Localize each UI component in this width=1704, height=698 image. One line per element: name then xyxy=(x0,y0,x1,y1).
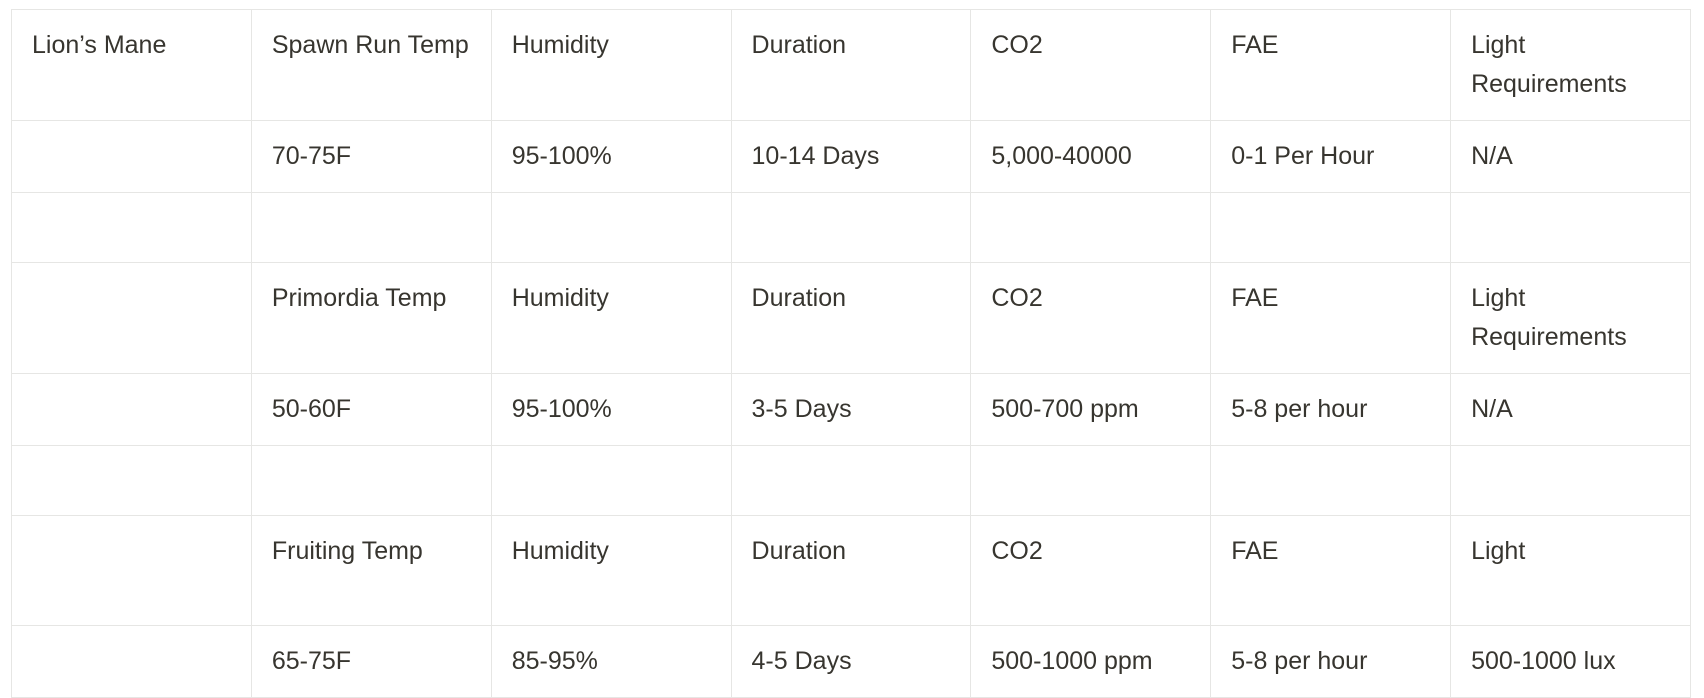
table-row: 50-60F 95-100% 3-5 Days 500-700 ppm 5-8 per … xyxy=(11,373,1691,446)
table-cell: N/A xyxy=(1450,373,1691,446)
table-cell: Light Requirements xyxy=(1450,9,1691,121)
table-cell: CO2 xyxy=(970,262,1212,374)
table-cell xyxy=(1210,192,1452,263)
table-row: 70-75F 95-100% 10-14 Days 5,000-40000 0-1 Pe… xyxy=(11,120,1691,193)
table-cell: Fruiting Temp xyxy=(250,515,492,626)
table-cell: CO2 xyxy=(970,9,1212,121)
table-cell xyxy=(970,445,1212,516)
table-cell xyxy=(250,192,492,263)
table-cell: 95-100% xyxy=(490,373,732,446)
table-cell: CO2 xyxy=(970,515,1212,626)
table-cell xyxy=(11,373,252,446)
table-cell: Humidity xyxy=(490,515,732,626)
table-cell: FAE xyxy=(1210,262,1452,374)
table-cell: Light xyxy=(1450,515,1691,626)
table-cell: N/A xyxy=(1450,120,1691,193)
table-cell xyxy=(250,445,492,516)
table-row: Fruiting Temp Humidity Duration CO2 FAE Light xyxy=(11,515,1691,626)
table-cell: Lion’s Mane xyxy=(11,9,252,121)
table-cell: 50-60F xyxy=(250,373,492,446)
table-cell: 0-1 Per Hour xyxy=(1210,120,1452,193)
grow-table: Lion’s Mane Spawn Run Temp Humidity Duratio… xyxy=(11,9,1691,698)
table-cell xyxy=(730,445,972,516)
table-cell: Light Requirements xyxy=(1450,262,1691,374)
table-cell xyxy=(11,445,252,516)
table-cell: Primordia Temp xyxy=(250,262,492,374)
table-cell: 70-75F xyxy=(250,120,492,193)
table-cell xyxy=(730,192,972,263)
table-cell xyxy=(1450,445,1691,516)
table-cell xyxy=(1450,192,1691,263)
table-cell: 5-8 per hour xyxy=(1210,373,1452,446)
table-cell xyxy=(11,192,252,263)
table-cell xyxy=(11,515,252,626)
table-cell: Duration xyxy=(730,262,972,374)
table-cell xyxy=(970,192,1212,263)
table-cell xyxy=(490,445,732,516)
table-cell: FAE xyxy=(1210,9,1452,121)
table-cell xyxy=(11,120,252,193)
table-cell: FAE xyxy=(1210,515,1452,626)
table-cell xyxy=(1210,445,1452,516)
table-cell: 3-5 Days xyxy=(730,373,972,446)
table-cell: 5,000-40000 xyxy=(970,120,1212,193)
table-cell xyxy=(11,262,252,374)
table-row: Primordia Temp Humidity Duration CO2 FAE Ligh… xyxy=(11,262,1691,374)
table-cell: Humidity xyxy=(490,9,732,121)
table-cell: Humidity xyxy=(490,262,732,374)
table-cell: 10-14 Days xyxy=(730,120,972,193)
table-row xyxy=(11,192,1691,263)
table-row xyxy=(11,445,1691,516)
table-cell: Duration xyxy=(730,515,972,626)
table-cell: Duration xyxy=(730,9,972,121)
table-cell: Spawn Run Temp xyxy=(250,9,492,121)
page: Lion’s Mane Spawn Run Temp Humidity Duratio… xyxy=(11,9,1691,698)
table-row: Lion’s Mane Spawn Run Temp Humidity Duratio… xyxy=(11,9,1691,121)
table-cell: 500-700 ppm xyxy=(970,373,1212,446)
table-cell: 95-100% xyxy=(490,120,732,193)
table-cell xyxy=(490,192,732,263)
